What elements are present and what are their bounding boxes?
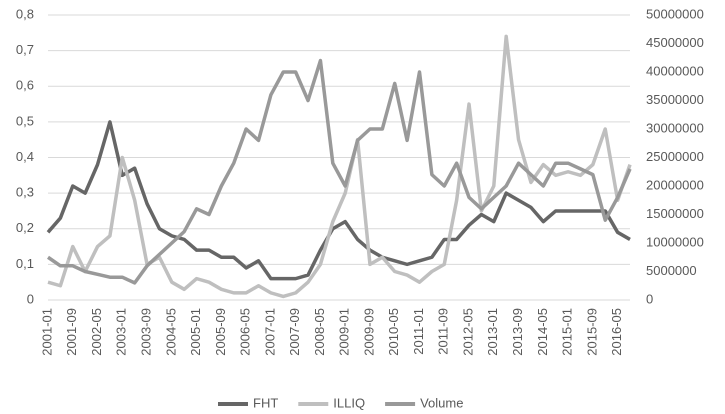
y2-tick-label: 30000000 — [646, 120, 704, 135]
x-tick-label: 2010-05 — [386, 308, 401, 356]
x-tick-label: 2007-01 — [262, 308, 277, 356]
series-line — [46, 120, 631, 281]
legend-label: FHT — [253, 395, 278, 410]
x-tick-label: 2005-01 — [188, 308, 203, 356]
x-tick-label: 2002-05 — [89, 308, 104, 356]
y2-tick-label: 50000000 — [646, 6, 704, 21]
x-tick-label: 2005-09 — [213, 308, 228, 356]
y2-tick-label: 45000000 — [646, 35, 704, 50]
series-line — [47, 34, 632, 299]
y2-tick-label: 5000000 — [646, 263, 697, 278]
y-tick-label: 0,7 — [16, 42, 34, 57]
legend-label: Volume — [420, 395, 463, 410]
x-tick-label: 2016-05 — [609, 308, 624, 356]
y2-tick-label: 15000000 — [646, 206, 704, 221]
x-tick-label: 2015-01 — [560, 308, 575, 356]
y-tick-label: 0,5 — [16, 113, 34, 128]
y2-tick-label: 40000000 — [646, 63, 704, 78]
x-tick-label: 2011-01 — [411, 308, 426, 355]
x-tick-label: 2003-01 — [114, 308, 129, 356]
x-tick-label: 2013-09 — [510, 308, 525, 356]
x-tick-label: 2014-05 — [535, 308, 550, 356]
y2-tick-label: 25000000 — [646, 149, 704, 164]
x-tick-label: 2011-09 — [436, 308, 451, 355]
legend-label: ILLIQ — [333, 395, 365, 410]
y-tick-label: 0,6 — [16, 78, 34, 93]
x-tick-label: 2007-09 — [287, 308, 302, 356]
y-tick-label: 0,2 — [16, 220, 34, 235]
x-tick-label: 2012-05 — [460, 308, 475, 356]
y-tick-label: 0,8 — [16, 6, 34, 21]
y-tick-label: 0,4 — [16, 149, 34, 164]
series-line — [47, 58, 632, 285]
x-tick-label: 2009-01 — [337, 308, 352, 356]
x-tick-label: 2009-09 — [361, 308, 376, 356]
x-tick-label: 2013-01 — [485, 308, 500, 356]
x-tick-label: 2004-05 — [163, 308, 178, 356]
y-tick-label: 0,3 — [16, 185, 34, 200]
y2-tick-label: 0 — [646, 291, 653, 306]
y2-tick-label: 35000000 — [646, 92, 704, 107]
x-tick-label: 2008-05 — [312, 308, 327, 356]
y2-tick-label: 20000000 — [646, 177, 704, 192]
y2-tick-label: 10000000 — [646, 234, 704, 249]
x-tick-label: 2015-09 — [584, 308, 599, 356]
y-tick-label: 0,1 — [16, 256, 34, 271]
y-tick-label: 0 — [27, 291, 34, 306]
x-tick-label: 2001-01 — [39, 308, 54, 356]
x-tick-label: 2006-05 — [238, 308, 253, 356]
x-tick-label: 2003-09 — [139, 308, 154, 356]
x-tick-label: 2001-09 — [64, 308, 79, 356]
